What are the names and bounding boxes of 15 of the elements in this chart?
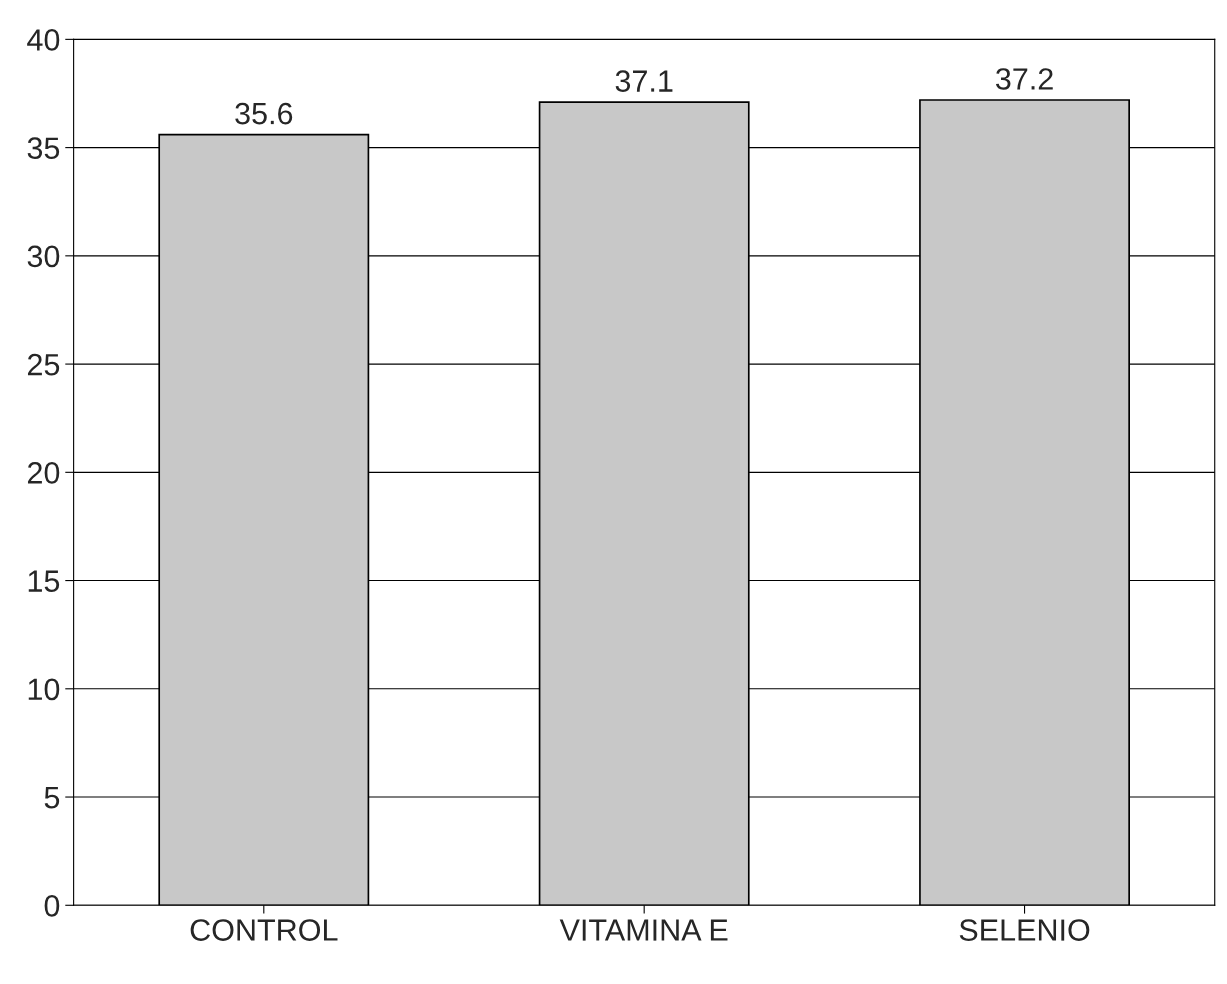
data-label: 37.2 <box>995 68 1053 90</box>
y-tick-label: 20 <box>27 462 60 484</box>
y-tick-label: 0 <box>44 895 60 917</box>
x-tick-label: SELENIO <box>959 919 1090 941</box>
y-tick-label: 25 <box>27 353 60 376</box>
y-tick-label: 35 <box>27 137 60 159</box>
x-tick-label: CONTROL <box>190 919 338 941</box>
data-label: 35.6 <box>235 102 293 125</box>
y-tick-label: 30 <box>27 245 60 268</box>
x-tick-label: VITAMINA E <box>559 919 728 941</box>
y-tick-label: 5 <box>44 787 60 809</box>
data-label: 37.1 <box>615 70 673 92</box>
y-tick-label: 15 <box>28 570 60 592</box>
y-tick-label: 10 <box>28 678 60 701</box>
y-tick-label: 40 <box>27 29 60 51</box>
